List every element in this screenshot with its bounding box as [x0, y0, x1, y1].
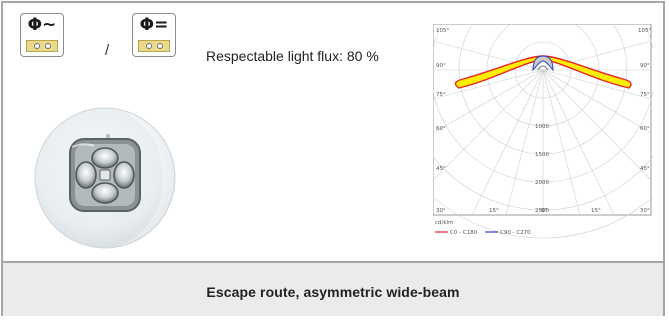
unit-label: cd/klm [435, 220, 453, 226]
angle-label: 60° [436, 126, 446, 132]
angle-label: 30° [436, 208, 446, 214]
light-flux-text: Respectable light flux: 80 % [206, 48, 379, 64]
radial-label: 1000 [535, 124, 549, 130]
footer-bar: Escape route, asymmetric wide-beam [3, 261, 663, 316]
dc-power-badge: Φ= [132, 13, 176, 57]
socket-pin-icon [45, 43, 51, 49]
angle-label: 45° [436, 166, 446, 172]
product-card: Φ~ / Φ= Respectable light flux: 80 % [1, 1, 665, 316]
legend-label-c0-c180: C0 - C180 [450, 230, 478, 236]
angle-label: 90° [436, 63, 446, 69]
distribution-title: Escape route, asymmetric wide-beam [206, 283, 460, 300]
angle-label: 75° [640, 92, 650, 98]
dc-power-label: Φ= [139, 15, 169, 35]
angle-label: 45° [640, 166, 650, 172]
angle-label: 0° [541, 208, 547, 214]
c90-c270-curve [532, 55, 554, 72]
power-separator: / [105, 42, 110, 59]
angle-label: 75° [436, 92, 446, 98]
socket-pin-icon [157, 43, 163, 49]
led-lens-optic-photo [34, 107, 176, 249]
angle-label: 90° [640, 63, 650, 69]
ac-power-label: Φ~ [27, 15, 57, 35]
radial-label: 1500 [535, 152, 549, 158]
polar-light-distribution-diagram: 105° 105° 90° 75° 60° 45° 90° 75° 60° 45… [433, 24, 653, 239]
ac-power-socket-icon [26, 40, 58, 52]
angle-label: 60° [640, 126, 650, 132]
dc-power-socket-icon [138, 40, 170, 52]
ac-power-badge: Φ~ [20, 13, 64, 57]
socket-pin-icon [34, 43, 40, 49]
product-details-panel: Φ~ / Φ= Respectable light flux: 80 % [3, 3, 663, 261]
radial-label: 2000 [535, 180, 549, 186]
angle-label: 15° [591, 208, 601, 214]
angle-label: 15° [489, 208, 499, 214]
legend-label-c90-c270: C90 - C270 [500, 230, 531, 236]
angle-label: 105° [436, 28, 449, 34]
angle-label: 105° [638, 28, 651, 34]
angle-label: 30° [640, 208, 650, 214]
radial-label: 2500 [535, 208, 549, 214]
socket-pin-icon [146, 43, 152, 49]
